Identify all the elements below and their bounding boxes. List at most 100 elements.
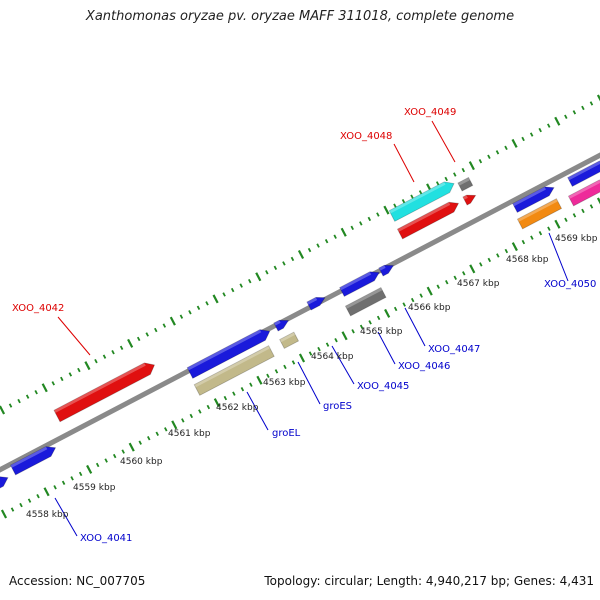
gene-xoo-4041-highlight bbox=[10, 446, 48, 468]
tick-mark bbox=[547, 123, 551, 128]
tick-mark bbox=[402, 302, 406, 307]
tick-mark bbox=[10, 507, 15, 512]
gene-label-xoo-4049[interactable]: XOO_4049 bbox=[404, 107, 456, 118]
tick-mark bbox=[181, 418, 185, 423]
gene-xoo-4048-highlight bbox=[389, 181, 446, 214]
gene-features bbox=[0, 160, 600, 490]
tick-mark bbox=[511, 242, 518, 252]
gene-groes-blue[interactable] bbox=[273, 319, 290, 332]
gene-xoo-4050-blue[interactable] bbox=[512, 186, 555, 213]
tick-mark bbox=[94, 358, 98, 364]
gene-xoo-4046-blue[interactable] bbox=[339, 271, 380, 297]
tick-mark bbox=[239, 283, 243, 288]
gene-label-xoo-4048[interactable]: XOO_4048 bbox=[340, 131, 392, 142]
tick-mark bbox=[111, 350, 115, 355]
tick-mark bbox=[529, 132, 534, 137]
tick-mark bbox=[255, 272, 262, 282]
tick-mark bbox=[410, 194, 414, 199]
gene-label-groes[interactable]: groES bbox=[323, 401, 352, 412]
tick-mark bbox=[256, 375, 263, 385]
tick-mark bbox=[70, 476, 74, 481]
tick-mark bbox=[333, 234, 337, 239]
gene-groes[interactable] bbox=[279, 331, 300, 349]
tick-mark bbox=[95, 462, 100, 468]
tick-mark bbox=[453, 275, 457, 280]
tick-mark bbox=[25, 394, 30, 399]
gene-xoo-4045-blue[interactable] bbox=[306, 296, 326, 311]
tick-mark bbox=[367, 216, 372, 222]
tick-mark bbox=[222, 292, 226, 297]
gene-label-xoo-4042[interactable]: XOO_4042 bbox=[12, 303, 64, 314]
tick-mark bbox=[453, 172, 457, 177]
tick-mark bbox=[554, 116, 561, 126]
tick-mark bbox=[487, 154, 491, 159]
tick-mark bbox=[145, 332, 149, 337]
tick-mark bbox=[487, 257, 492, 263]
gene-groel-blue-highlight bbox=[187, 329, 262, 371]
kbp-label: 4567 kbp bbox=[457, 279, 500, 289]
tick-mark bbox=[581, 105, 585, 111]
gene-xoo-4047-highlight bbox=[345, 287, 383, 309]
gene-groel-blue[interactable] bbox=[186, 329, 271, 379]
tick-mark bbox=[61, 480, 66, 485]
tick-mark bbox=[384, 308, 391, 318]
kbp-label: 4566 kbp bbox=[408, 303, 451, 313]
tick-mark bbox=[154, 327, 158, 333]
tick-mark bbox=[308, 351, 313, 356]
leader-xoo-4046 bbox=[377, 331, 396, 365]
accession-label: Accession: NC_007705 bbox=[9, 574, 146, 588]
gene-label-xoo-4047[interactable]: XOO_4047 bbox=[428, 344, 480, 355]
tick-mark bbox=[393, 203, 397, 208]
tick-mark bbox=[538, 127, 542, 133]
tick-mark bbox=[478, 159, 483, 164]
gene-edge-blue-highlight bbox=[567, 160, 600, 181]
leader-xoo-4050 bbox=[548, 232, 569, 282]
gene-xoo-4049[interactable] bbox=[457, 176, 474, 192]
tick-mark bbox=[521, 136, 525, 142]
gene-label-xoo-4045[interactable]: XOO_4045 bbox=[357, 381, 409, 392]
gene-xoo-4050[interactable] bbox=[516, 198, 563, 230]
lower-tick-track bbox=[0, 197, 600, 519]
tick-mark bbox=[232, 391, 236, 396]
tick-mark bbox=[43, 487, 50, 497]
gene-label-groel[interactable]: groEL bbox=[272, 428, 301, 439]
tick-mark bbox=[60, 376, 64, 382]
tick-mark bbox=[572, 110, 577, 115]
tick-mark bbox=[283, 364, 287, 370]
kbp-label: 4559 kbp bbox=[73, 483, 116, 493]
tick-mark bbox=[273, 265, 278, 271]
gene-label-xoo-4046[interactable]: XOO_4046 bbox=[398, 361, 450, 372]
gene-xoo-4041[interactable] bbox=[9, 446, 57, 476]
tick-mark bbox=[36, 493, 40, 499]
gene-xoo-4049-red[interactable] bbox=[462, 194, 477, 206]
gene-xoo-4049-red-highlight bbox=[462, 195, 468, 200]
gene-xoo-4048-red[interactable] bbox=[396, 201, 460, 240]
tick-mark bbox=[496, 253, 500, 258]
tick-mark bbox=[307, 247, 312, 253]
gene-xoo-4042[interactable] bbox=[53, 362, 156, 423]
tick-mark bbox=[112, 453, 117, 459]
gene-xoo-4047[interactable] bbox=[344, 287, 387, 317]
tick-mark bbox=[265, 270, 269, 275]
tick-mark bbox=[240, 387, 245, 392]
leader-xoo-4045 bbox=[331, 345, 355, 385]
gene-forward-edge[interactable] bbox=[567, 179, 600, 207]
tick-mark bbox=[230, 287, 235, 293]
tick-mark bbox=[179, 314, 184, 319]
gene-xoo-4041-edge[interactable] bbox=[0, 476, 9, 490]
tick-mark bbox=[8, 403, 13, 408]
tick-mark bbox=[104, 458, 108, 463]
gene-xoo-4047-blue[interactable] bbox=[378, 264, 395, 277]
tick-mark bbox=[51, 381, 55, 386]
gene-label-xoo-4050[interactable]: XOO_4050 bbox=[544, 279, 596, 290]
tick-mark bbox=[34, 390, 38, 395]
tick-mark bbox=[418, 190, 423, 195]
gene-label-xoo-4041[interactable]: XOO_4041 bbox=[80, 533, 132, 544]
tick-mark bbox=[119, 345, 124, 350]
leader-xoo-4042 bbox=[57, 316, 91, 356]
tick-mark bbox=[290, 256, 295, 262]
gene-groel[interactable] bbox=[193, 345, 275, 396]
gene-xoo-4048[interactable] bbox=[388, 181, 455, 222]
tick-mark bbox=[298, 353, 306, 363]
tick-mark bbox=[147, 436, 151, 441]
